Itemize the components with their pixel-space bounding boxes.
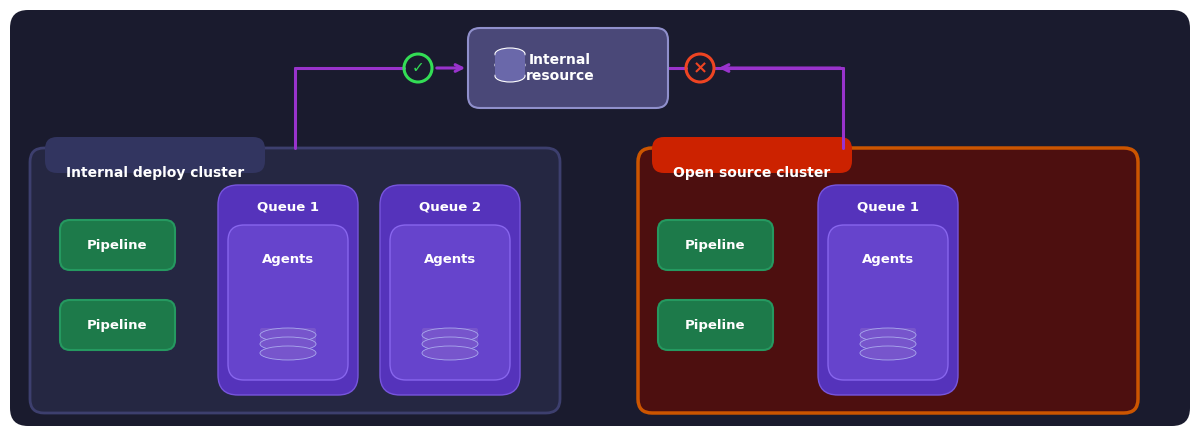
Text: Queue 1: Queue 1: [257, 201, 319, 214]
Ellipse shape: [422, 337, 478, 351]
FancyBboxPatch shape: [496, 54, 526, 76]
Ellipse shape: [260, 337, 316, 351]
FancyBboxPatch shape: [468, 28, 668, 108]
FancyBboxPatch shape: [30, 148, 560, 413]
FancyBboxPatch shape: [860, 328, 916, 346]
Text: Internal deploy cluster: Internal deploy cluster: [66, 166, 244, 180]
FancyBboxPatch shape: [658, 300, 773, 350]
Text: Queue 2: Queue 2: [419, 201, 481, 214]
Text: Pipeline: Pipeline: [88, 238, 148, 252]
Text: Agents: Agents: [424, 252, 476, 266]
Ellipse shape: [496, 59, 526, 71]
FancyBboxPatch shape: [652, 137, 852, 173]
Ellipse shape: [422, 346, 478, 360]
FancyBboxPatch shape: [390, 225, 510, 380]
Text: Internal
resource: Internal resource: [526, 53, 594, 83]
FancyBboxPatch shape: [260, 328, 316, 346]
FancyBboxPatch shape: [658, 220, 773, 270]
Text: Agents: Agents: [862, 252, 914, 266]
FancyBboxPatch shape: [818, 185, 958, 395]
Text: Pipeline: Pipeline: [685, 319, 745, 331]
Text: Agents: Agents: [262, 252, 314, 266]
FancyBboxPatch shape: [380, 185, 520, 395]
Text: ×: ×: [692, 59, 708, 77]
Text: Pipeline: Pipeline: [88, 319, 148, 331]
Text: Queue 1: Queue 1: [857, 201, 919, 214]
Ellipse shape: [260, 328, 316, 342]
Ellipse shape: [496, 70, 526, 82]
FancyBboxPatch shape: [638, 148, 1138, 413]
FancyBboxPatch shape: [828, 225, 948, 380]
Ellipse shape: [422, 328, 478, 342]
Ellipse shape: [860, 328, 916, 342]
FancyBboxPatch shape: [218, 185, 358, 395]
FancyBboxPatch shape: [422, 328, 478, 346]
Text: Open source cluster: Open source cluster: [673, 166, 830, 180]
Text: Pipeline: Pipeline: [685, 238, 745, 252]
Ellipse shape: [860, 337, 916, 351]
Ellipse shape: [496, 48, 526, 60]
FancyBboxPatch shape: [228, 225, 348, 380]
FancyBboxPatch shape: [46, 137, 265, 173]
Text: ✓: ✓: [412, 61, 425, 75]
Ellipse shape: [860, 346, 916, 360]
FancyBboxPatch shape: [60, 300, 175, 350]
Ellipse shape: [260, 346, 316, 360]
FancyBboxPatch shape: [60, 220, 175, 270]
FancyBboxPatch shape: [10, 10, 1190, 426]
